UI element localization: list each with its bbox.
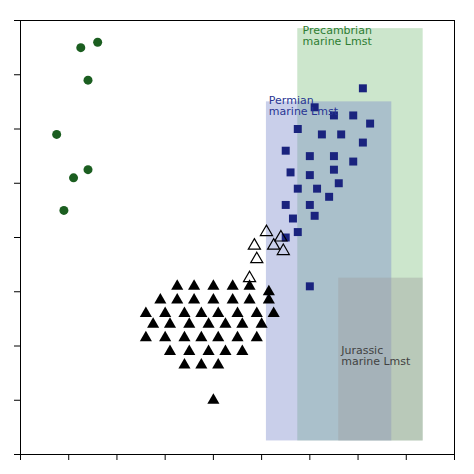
svg-text:Permianmarine Lmst: Permianmarine Lmst [269,94,339,118]
svg-text:Precambrianmarine Lmst: Precambrianmarine Lmst [303,24,373,48]
svg-text:Jurassicmarine Lmst: Jurassicmarine Lmst [340,344,411,368]
